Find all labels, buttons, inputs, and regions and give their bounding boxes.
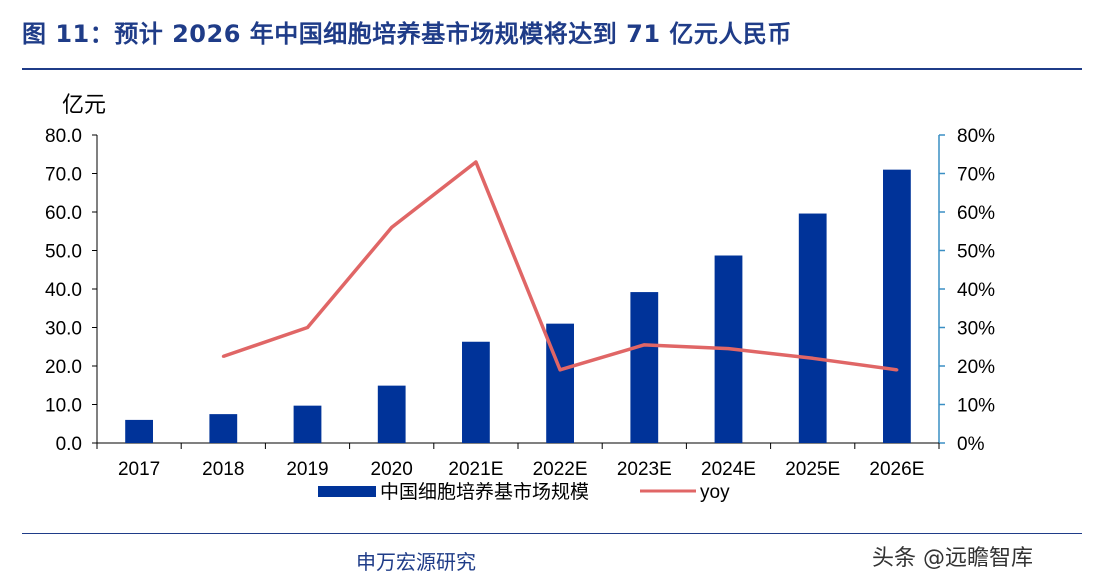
y-tick-label: 30.0 xyxy=(45,319,82,340)
yoy-point xyxy=(727,347,730,351)
yoy-point xyxy=(895,368,899,372)
x-tick-label: 2019 xyxy=(286,459,328,480)
y-tick-label: 40.0 xyxy=(45,280,82,301)
y2-tick-label: 80% xyxy=(957,126,995,147)
legend-label-bar: 中国细胞培养基市场规模 xyxy=(380,481,589,503)
y-tick-label: 70.0 xyxy=(45,165,82,186)
y-tick-label: 80.0 xyxy=(45,126,82,147)
y2-tick-label: 20% xyxy=(957,357,995,378)
y-tick-label: 10.0 xyxy=(45,396,82,417)
yoy-point xyxy=(811,356,815,360)
bar xyxy=(125,419,153,443)
x-tick-label: 2023E xyxy=(617,459,672,480)
yoy-point xyxy=(474,160,478,164)
y2-tick-label: 40% xyxy=(957,280,995,301)
legend-swatch-bar xyxy=(318,486,376,497)
y2-tick-label: 10% xyxy=(957,396,995,417)
x-tick-label: 2024E xyxy=(701,459,756,480)
bar xyxy=(630,292,659,443)
y2-tick-label: 30% xyxy=(957,319,995,340)
y-tick-label: 60.0 xyxy=(45,203,82,224)
legend-label-line: yoy xyxy=(700,482,730,503)
chart-title: 图 11：预计 2026 年中国细胞培养基市场规模将达到 71 亿元人民币 xyxy=(22,20,792,48)
legend: 中国细胞培养基市场规模 yoy xyxy=(318,481,730,503)
y2-tick-label: 50% xyxy=(957,242,995,263)
chart-svg: 亿元 0.0 10.0 20.0 30.0 40.0 50.0 60.0 70.0 80.0 0%… xyxy=(45,92,995,503)
x-tick-label: 2021E xyxy=(448,459,503,480)
x-tick-label: 2017 xyxy=(118,459,160,480)
x-tick-label: 2025E xyxy=(785,459,840,480)
yoy-point xyxy=(642,343,646,347)
x-tick-label: 2022E xyxy=(533,459,588,480)
x-tick-label: 2018 xyxy=(202,459,244,480)
y2-tick-label: 60% xyxy=(957,203,995,224)
x-tick-label: 2026E xyxy=(869,459,924,480)
bar xyxy=(293,405,322,443)
title-divider xyxy=(22,68,1082,70)
x-tick-label: 2020 xyxy=(371,459,413,480)
y-tick-label: 50.0 xyxy=(45,242,82,263)
bar xyxy=(209,414,238,443)
y-tick-label: 0.0 xyxy=(56,434,82,455)
watermark: 头条 @远瞻智库 xyxy=(872,546,1033,571)
y-axis-label: 亿元 xyxy=(62,92,106,117)
bar xyxy=(462,341,490,443)
y2-tick-label: 0% xyxy=(957,434,985,455)
bar xyxy=(883,169,911,443)
yoy-point xyxy=(306,326,309,329)
bar xyxy=(377,385,406,443)
y-tick-label: 20.0 xyxy=(45,357,82,378)
yoy-point xyxy=(558,368,562,372)
bar xyxy=(798,213,827,443)
yoy-point xyxy=(390,225,394,229)
footer-divider xyxy=(22,533,1082,534)
y2-tick-label: 70% xyxy=(957,165,995,186)
yoy-point xyxy=(221,354,225,358)
source-label: 申万宏源研究 xyxy=(356,550,476,574)
